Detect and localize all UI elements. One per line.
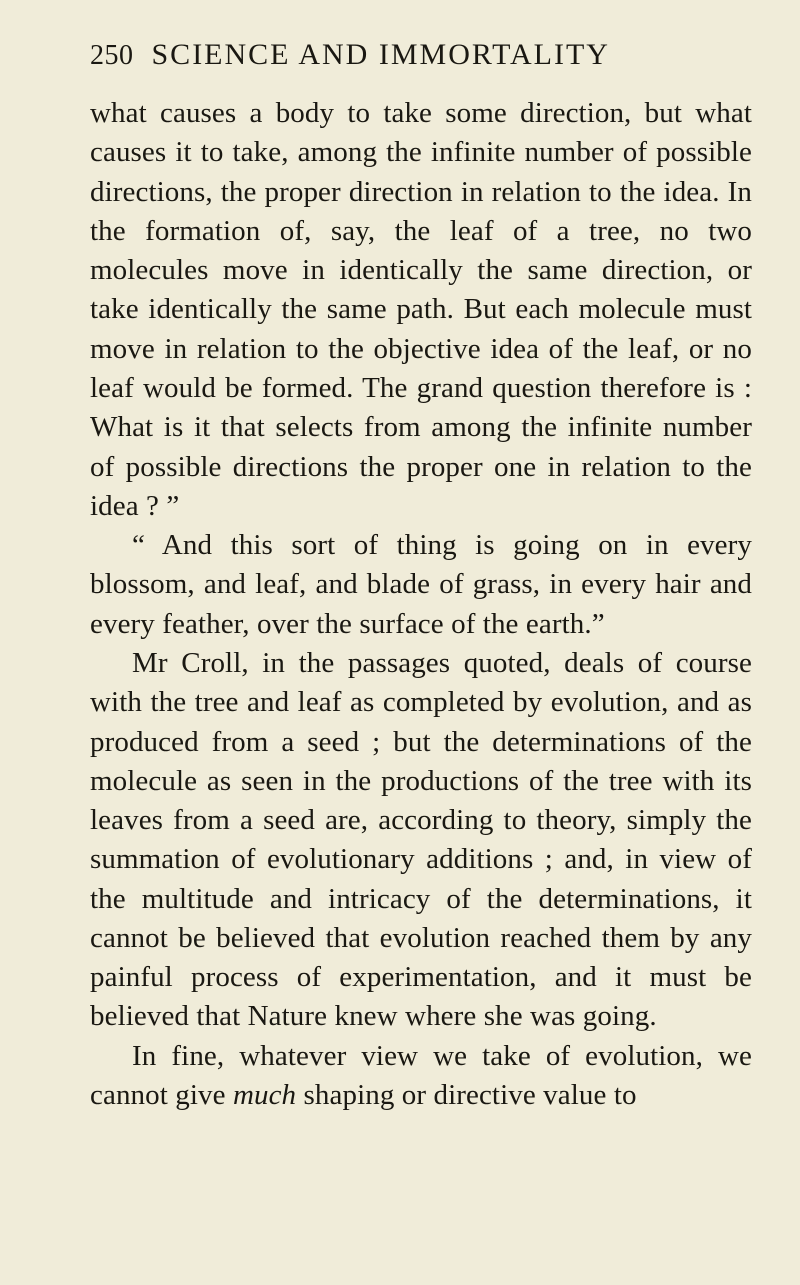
paragraph-1: what causes a body to take some directio… (90, 94, 752, 526)
body-text: what causes a body to take some directio… (90, 94, 752, 1115)
paragraph-2: “ And this sort of thing is going on in … (90, 526, 752, 644)
paragraph-4: In fine, whatever view we take of evolut… (90, 1037, 752, 1116)
paragraph-4-emphasis: much (233, 1079, 296, 1111)
book-page: 250 SCIENCE AND IMMORTALITY what causes … (0, 0, 800, 1285)
page-number: 250 (90, 40, 134, 72)
paragraph-3: Mr Croll, in the passages quoted, deals … (90, 644, 752, 1037)
running-head: 250 SCIENCE AND IMMORTALITY (90, 32, 752, 72)
running-title: SCIENCE AND IMMORTALITY (152, 38, 610, 72)
paragraph-4-post: shaping or directive value to (296, 1079, 636, 1111)
